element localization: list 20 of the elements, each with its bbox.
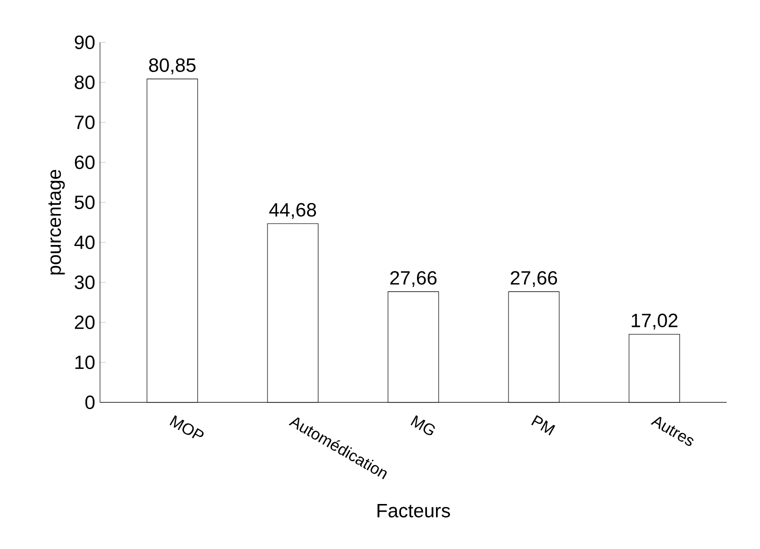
x-axis-title: Facteurs <box>378 504 450 518</box>
y-tick-label: 30 <box>74 276 95 290</box>
y-tick-label: 70 <box>74 116 95 130</box>
x-tick-label: MOP <box>170 415 204 438</box>
y-tick-label: 80 <box>74 76 95 90</box>
y-tick-label: 0 <box>85 396 95 410</box>
x-tick-label: MG <box>410 415 435 436</box>
data-label: 27,66 <box>510 271 558 287</box>
data-label: 17,02 <box>632 314 678 330</box>
y-tick-label: 10 <box>75 356 95 370</box>
x-tick-label: PM <box>531 415 556 436</box>
y-tick-label: 40 <box>74 236 95 250</box>
y-tick-label: 20 <box>74 316 95 330</box>
data-label: 27,66 <box>390 271 437 287</box>
data-label: 80,85 <box>149 58 196 74</box>
y-tick-label: 60 <box>74 156 95 170</box>
y-tick-label: 90 <box>74 36 95 50</box>
y-tick-label: 50 <box>74 196 95 210</box>
data-label: 44,68 <box>269 203 316 219</box>
y-axis-title: pourcentage <box>48 170 65 274</box>
